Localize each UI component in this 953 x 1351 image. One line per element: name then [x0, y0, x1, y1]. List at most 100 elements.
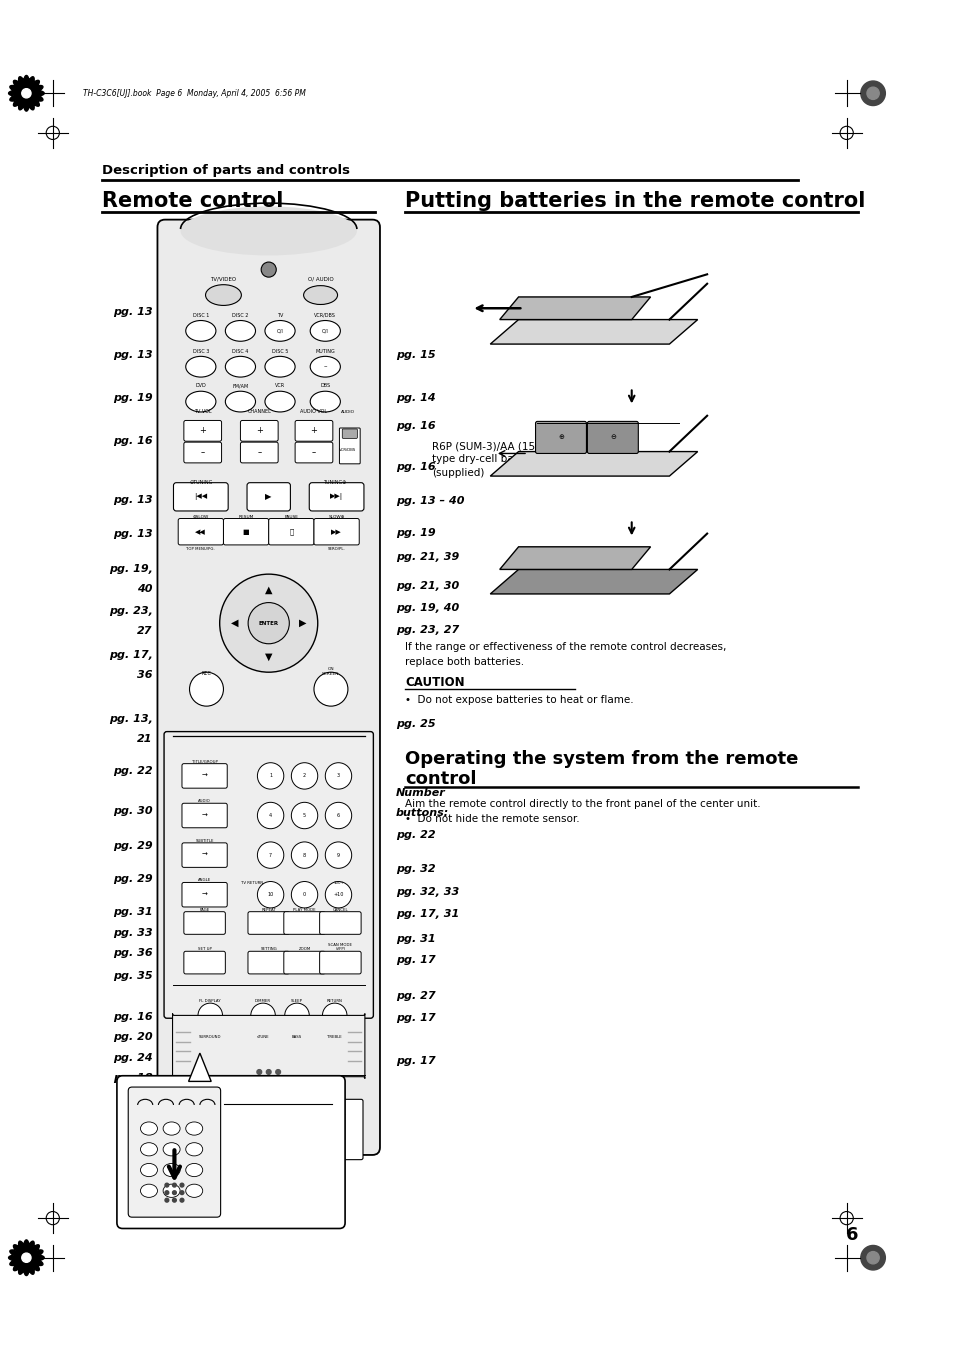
- Text: ▶▶: ▶▶: [331, 528, 341, 535]
- Text: Operating the system from the remote: Operating the system from the remote: [405, 750, 798, 767]
- Text: Number: Number: [395, 788, 445, 797]
- Text: SET UP: SET UP: [197, 947, 212, 951]
- Circle shape: [165, 1198, 169, 1202]
- Circle shape: [251, 1004, 275, 1028]
- Ellipse shape: [225, 357, 255, 377]
- Ellipse shape: [225, 320, 255, 342]
- Circle shape: [275, 1070, 280, 1074]
- Text: pg. 17: pg. 17: [395, 955, 436, 965]
- Text: 27: 27: [137, 626, 152, 636]
- Text: control: control: [405, 770, 476, 788]
- Text: Remote control: Remote control: [102, 190, 283, 211]
- Text: FM/AM: FM/AM: [233, 384, 249, 388]
- Text: TV/VIDEO: TV/VIDEO: [211, 277, 236, 282]
- FancyBboxPatch shape: [172, 1013, 364, 1078]
- Circle shape: [291, 802, 317, 828]
- Text: pg. 13: pg. 13: [113, 494, 152, 505]
- Text: 0: 0: [303, 892, 306, 897]
- Circle shape: [291, 763, 317, 789]
- Text: buttons:: buttons:: [395, 808, 449, 819]
- Text: pg. 29: pg. 29: [113, 874, 152, 885]
- Circle shape: [257, 802, 283, 828]
- Text: SCAN MODE
(VFP): SCAN MODE (VFP): [328, 943, 352, 951]
- Circle shape: [22, 89, 31, 97]
- Circle shape: [256, 1070, 261, 1074]
- Text: REPEAT: REPEAT: [261, 908, 275, 912]
- Text: Putting batteries in the remote control: Putting batteries in the remote control: [405, 190, 865, 211]
- Circle shape: [325, 842, 352, 869]
- Text: TV: TV: [345, 431, 351, 435]
- Circle shape: [198, 1147, 222, 1171]
- Text: VCR/DBS: VCR/DBS: [339, 447, 356, 451]
- Circle shape: [266, 1070, 271, 1074]
- Circle shape: [284, 1004, 309, 1028]
- Text: 6: 6: [844, 1227, 857, 1244]
- Text: pg. 27: pg. 27: [395, 992, 436, 1001]
- Text: SURROUND: SURROUND: [199, 1035, 221, 1039]
- Text: SURR. L: SURR. L: [202, 1117, 217, 1121]
- FancyBboxPatch shape: [184, 951, 225, 974]
- FancyBboxPatch shape: [182, 843, 227, 867]
- Text: DISC 3: DISC 3: [193, 349, 209, 354]
- Text: TREBLE: TREBLE: [327, 1035, 342, 1039]
- Ellipse shape: [163, 1185, 180, 1197]
- Ellipse shape: [265, 320, 294, 342]
- Text: pg. 32, 33: pg. 32, 33: [395, 888, 458, 897]
- Ellipse shape: [186, 1185, 202, 1197]
- Text: ANGLE: ANGLE: [198, 878, 211, 882]
- Text: VCR: VCR: [274, 384, 285, 388]
- Text: BASS: BASS: [292, 1035, 302, 1039]
- FancyBboxPatch shape: [339, 428, 360, 463]
- Circle shape: [165, 1190, 169, 1194]
- Text: DIMMER: DIMMER: [254, 1000, 271, 1004]
- Polygon shape: [9, 76, 44, 111]
- Text: 40: 40: [137, 584, 152, 594]
- Text: 36: 36: [137, 670, 152, 681]
- Text: pg. 13 – 40: pg. 13 – 40: [395, 496, 464, 507]
- Circle shape: [248, 603, 289, 644]
- Circle shape: [291, 881, 317, 908]
- Text: DISC 4: DISC 4: [232, 349, 249, 354]
- Text: +10: +10: [333, 892, 343, 897]
- Text: 9: 9: [336, 852, 339, 858]
- Ellipse shape: [310, 357, 340, 377]
- Text: +: +: [337, 1123, 343, 1128]
- Circle shape: [275, 1089, 280, 1093]
- Text: pg. 24: pg. 24: [113, 1052, 152, 1063]
- FancyBboxPatch shape: [283, 912, 325, 935]
- Text: pg. 16: pg. 16: [395, 420, 436, 431]
- Text: FL DISPLAY: FL DISPLAY: [199, 1000, 221, 1004]
- Text: ⊖: ⊖: [609, 435, 615, 440]
- Text: pg. 17, 31: pg. 17, 31: [395, 909, 458, 919]
- Text: ◀◀: ◀◀: [195, 528, 206, 535]
- Circle shape: [322, 1004, 347, 1028]
- Polygon shape: [499, 547, 650, 569]
- Circle shape: [198, 1004, 222, 1028]
- Text: +: +: [255, 427, 262, 435]
- Text: ON
SCREEN: ON SCREEN: [322, 667, 339, 676]
- Text: O/I: O/I: [321, 328, 329, 334]
- Text: ▲: ▲: [265, 585, 273, 594]
- Text: pg. 14: pg. 14: [395, 393, 436, 403]
- Text: ▶: ▶: [299, 619, 307, 628]
- Ellipse shape: [265, 357, 294, 377]
- Text: –: –: [257, 449, 261, 457]
- Text: FRONT R: FRONT R: [316, 1082, 334, 1086]
- Text: pg. 21, 30: pg. 21, 30: [395, 581, 458, 592]
- Polygon shape: [189, 1054, 211, 1081]
- Ellipse shape: [163, 1121, 180, 1135]
- FancyBboxPatch shape: [240, 420, 278, 442]
- Text: Aim the remote control directly to the front panel of the center unit.: Aim the remote control directly to the f…: [405, 798, 760, 808]
- FancyBboxPatch shape: [317, 1100, 363, 1159]
- Text: TH-C3C6[UJ].book  Page 6  Monday, April 4, 2005  6:56 PM: TH-C3C6[UJ].book Page 6 Monday, April 4,…: [83, 89, 306, 97]
- Text: DISC 1: DISC 1: [193, 312, 209, 317]
- Text: →: →: [201, 892, 208, 897]
- Ellipse shape: [225, 392, 255, 412]
- Text: pg. 17: pg. 17: [395, 1013, 436, 1023]
- Text: MUTING: MUTING: [315, 349, 335, 354]
- Circle shape: [257, 842, 283, 869]
- Text: ENTER: ENTER: [258, 620, 278, 626]
- Circle shape: [180, 1190, 184, 1194]
- Circle shape: [165, 1183, 169, 1188]
- Circle shape: [322, 1039, 347, 1063]
